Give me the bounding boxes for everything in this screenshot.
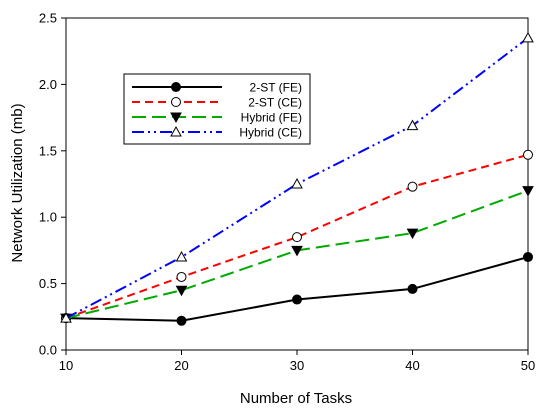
legend-marker-2-st-ce (171, 97, 181, 107)
point-hybrid-ce-30 (291, 177, 303, 189)
x-tick-label-10: 10 (59, 358, 73, 373)
x-tick-label-50: 50 (521, 358, 535, 373)
y-axis-title: Network Utilization (mb) (9, 103, 26, 262)
point-hybrid-fe-50 (522, 186, 534, 197)
point-hybrid-ce-10 (60, 312, 72, 323)
point-hybrid-ce-20 (175, 251, 188, 262)
point-2-st-fe-30 (292, 294, 302, 305)
point-hybrid-fe-40 (406, 228, 419, 240)
y-tick-label-0.0: 0.0 (39, 343, 57, 358)
series-line-hybrid-ce (65, 37, 529, 320)
point-2-st-fe-50 (523, 252, 533, 263)
y-tick-label-2.0: 2.0 (39, 77, 57, 92)
y-tick-label-0.5: 0.5 (39, 276, 57, 291)
y-tick-label-2.5: 2.5 (39, 11, 57, 26)
x-tick-label-30: 30 (290, 358, 304, 373)
x-tick-label-20: 20 (174, 358, 188, 373)
point-2-st-fe-20 (176, 315, 187, 326)
point-2-st-ce-20 (176, 271, 187, 282)
series-hybrid-ce (60, 31, 534, 323)
x-axis-title: Number of Tasks (240, 390, 352, 407)
legend: 2-ST (FE)2-ST (CE)Hybrid (FE)Hybrid (CE) (123, 73, 311, 145)
y-tick-label-1.0: 1.0 (39, 210, 57, 225)
point-2-st-ce-40 (407, 181, 418, 192)
point-hybrid-ce-50 (522, 31, 534, 43)
y-tick-label-1.5: 1.5 (39, 143, 57, 158)
legend-marker-hybrid-fe (170, 112, 182, 124)
axes: 10 20 30 40 50 0.0 0.5 1.0 1.5 2.0 2.5 (39, 11, 535, 374)
legend-label-hybrid-fe: Hybrid (FE) (241, 111, 302, 125)
point-hybrid-ce-40 (406, 119, 419, 131)
legend-label-hybrid-ce: Hybrid (CE) (239, 126, 302, 140)
legend-marker-2-st-fe (171, 82, 181, 92)
legend-label-2-st-fe: 2-ST (FE) (250, 81, 302, 95)
point-2-st-ce-30 (292, 232, 302, 243)
point-hybrid-fe-30 (291, 245, 303, 257)
point-2-st-fe-40 (407, 283, 418, 294)
series-line-2-st-ce (65, 153, 529, 320)
series-line-2-st-fe (65, 256, 529, 322)
plot-area (60, 31, 534, 326)
series-2-st-fe (61, 252, 533, 326)
legend-label-2-st-ce: 2-ST (CE) (248, 96, 302, 110)
point-hybrid-fe-20 (175, 285, 188, 297)
x-tick-label-40: 40 (405, 358, 419, 373)
legend-marker-hybrid-ce (170, 125, 182, 137)
point-2-st-ce-50 (523, 149, 533, 160)
